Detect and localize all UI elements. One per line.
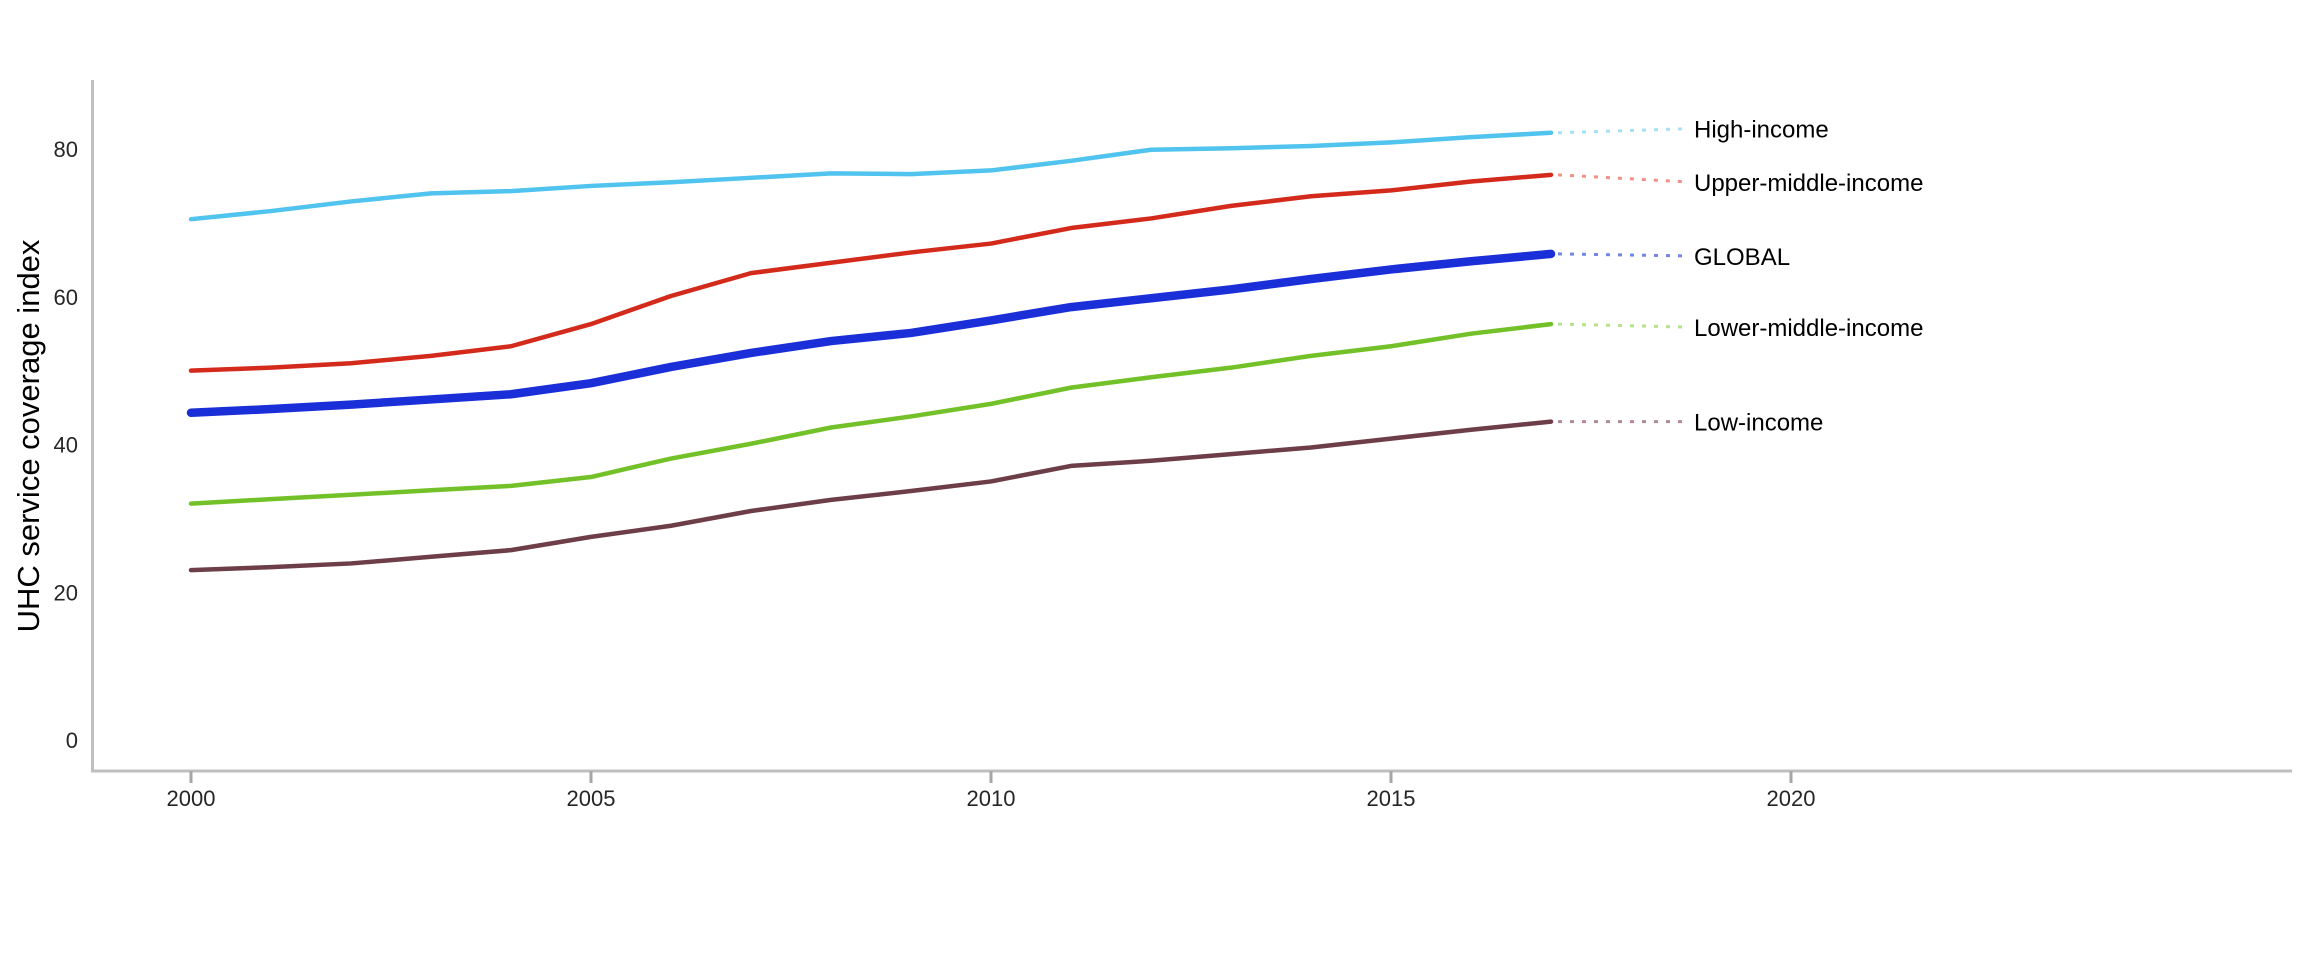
x-tick-label-2020: 2020: [1767, 786, 1816, 811]
y-tick-label-40: 40: [54, 433, 78, 458]
y-tick-label-0: 0: [66, 728, 78, 753]
y-tick-label-60: 60: [54, 285, 78, 310]
leader-line-upper-middle-income: [1557, 173, 1687, 184]
x-tick-label-2000: 2000: [167, 786, 216, 811]
series-line-global: [186, 249, 1556, 417]
series-label-lower-middle-income: Lower-middle-income: [1694, 315, 1923, 342]
leader-line-global: [1557, 252, 1687, 258]
y-tick-label-20: 20: [54, 580, 78, 605]
y-axis-title: UHC service coverage index: [11, 239, 46, 632]
x-tick-label-2015: 2015: [1367, 786, 1416, 811]
series-line-low-income: [188, 419, 1554, 573]
series-label-low-income: Low-income: [1694, 410, 1823, 437]
leader-line-high-income: [1557, 127, 1687, 135]
series-line-high-income: [188, 130, 1554, 222]
series-label-global: GLOBAL: [1694, 244, 1790, 271]
x-tick-label-2010: 2010: [967, 786, 1016, 811]
x-tick-label-2005: 2005: [567, 786, 616, 811]
series-line-upper-middle-income: [188, 172, 1554, 373]
series-line-lower-middle-income: [188, 321, 1554, 506]
series-label-upper-middle-income: Upper-middle-income: [1694, 170, 1923, 197]
leader-line-lower-middle-income: [1557, 322, 1687, 329]
y-tick-label-80: 80: [54, 137, 78, 162]
series-label-high-income: High-income: [1694, 117, 1829, 144]
